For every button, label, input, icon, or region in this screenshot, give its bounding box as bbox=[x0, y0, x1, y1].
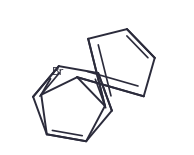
Text: Br: Br bbox=[52, 67, 64, 77]
